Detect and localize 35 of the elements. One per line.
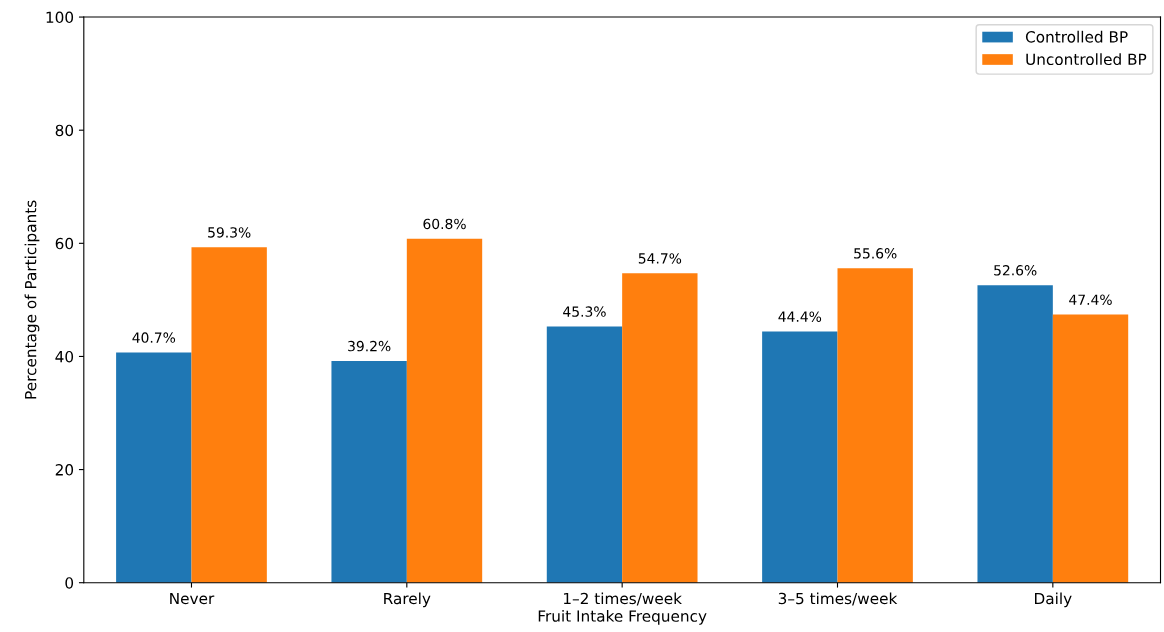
legend-label: Controlled BP (1025, 30, 1128, 43)
x-tick-label: Rarely (384, 592, 431, 608)
y-tick-label: 40 (55, 350, 74, 363)
bar (837, 268, 913, 583)
bar (191, 247, 267, 583)
data-label: 55.6% (854, 248, 897, 259)
y-tick-label: 80 (55, 124, 74, 137)
bar (762, 331, 838, 583)
x-tick-label: Never (170, 592, 215, 605)
legend-label: Uncontrolled BP (1026, 53, 1147, 66)
data-label: 52.6% (994, 265, 1037, 276)
y-tick-label: 60 (55, 237, 74, 250)
bar (331, 360, 407, 583)
bar (546, 326, 623, 583)
data-label: 44.4% (778, 311, 822, 322)
x-tick-label: Daily (1035, 592, 1072, 608)
data-label: 60.8% (423, 218, 466, 230)
x-axis-title: Fruit Intake Frequency (538, 609, 707, 625)
x-tick-label: 3–5 times/week (778, 592, 898, 606)
y-axis-title: Percentage of Participants (24, 200, 40, 399)
bar (406, 238, 483, 583)
data-label: 47.4% (1069, 294, 1112, 305)
data-label: 54.7% (638, 253, 682, 264)
bar (977, 285, 1053, 583)
data-label: 40.7% (132, 332, 176, 343)
data-label: 45.3% (563, 306, 606, 317)
data-label: 59.3% (208, 227, 251, 238)
y-tick-label: 20 (55, 464, 74, 476)
bar (1052, 314, 1129, 583)
y-tick-label: 0 (65, 577, 74, 589)
x-tick-label: 1–2 times/week (563, 592, 682, 606)
bar (116, 352, 192, 583)
data-label: 39.2% (348, 340, 391, 352)
y-tick-label: 100 (46, 11, 74, 24)
bar (622, 273, 698, 583)
